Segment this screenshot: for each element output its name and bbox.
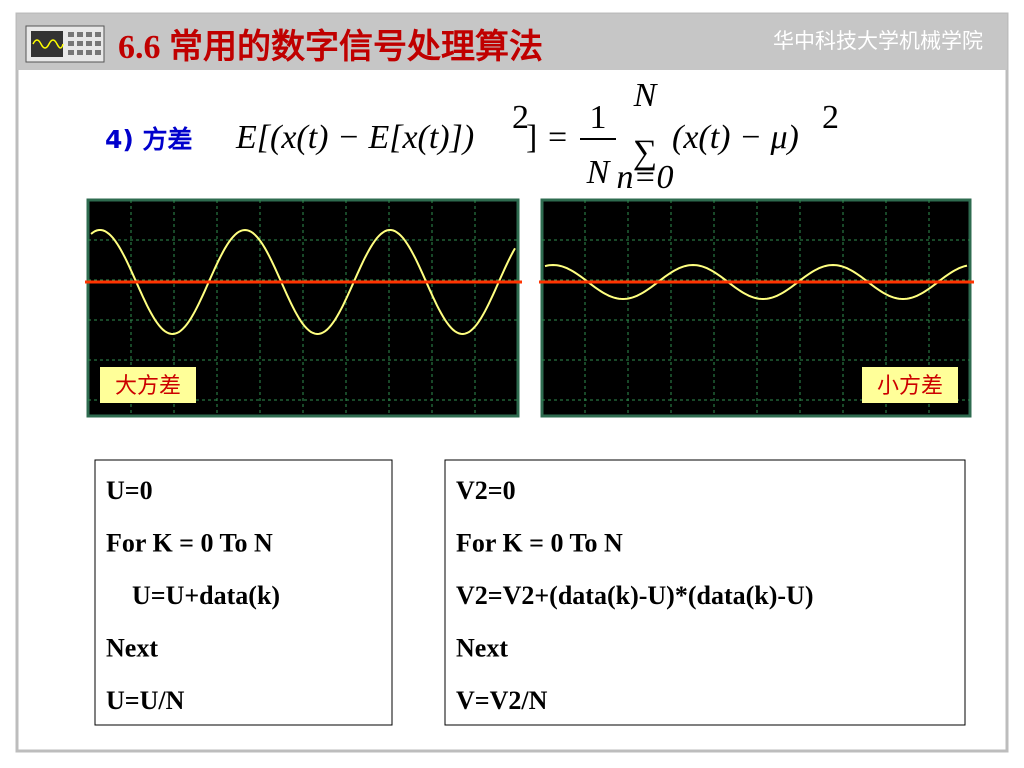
code-box — [444, 459, 966, 726]
panel-label-box — [100, 367, 196, 403]
formula-exponent: 2 — [512, 99, 529, 136]
scope-panel: 小方差 — [539, 198, 974, 418]
header-bar — [17, 14, 1007, 70]
code-line: U=U+data(k) — [132, 581, 280, 610]
formula-lhs: E[(x(t) − E[x(t)]) — [235, 119, 474, 156]
panel-label: 大方差 — [115, 374, 181, 399]
waveform — [544, 263, 968, 301]
formula-rhs-exponent: 2 — [822, 99, 839, 136]
formula-sum: ∑ — [633, 134, 657, 171]
formula-sum-lower: n=0 — [617, 159, 674, 196]
code-line: U=0 — [106, 476, 153, 505]
code-line: Next — [106, 634, 158, 663]
code-line: For K = 0 To N — [456, 529, 623, 558]
panel-label: 小方差 — [877, 374, 943, 399]
panel-label-box — [862, 367, 958, 403]
formula-equals: = — [548, 119, 567, 156]
formula-denominator: N — [586, 154, 612, 191]
code-lines: U=0 For K = 0 To N U=U+data(k) Next U=U/N V2=… — [106, 476, 813, 715]
formula: E[(x(t) − E[x(t)]) 2 ] = 1 N ∑ N n=0 (x(… — [235, 77, 839, 196]
header-institution: 华中科技大学机械学院 — [773, 29, 983, 53]
code-line: For K = 0 To N — [106, 529, 273, 558]
formula-sum-upper: N — [633, 77, 659, 114]
section-label: 4) 方差 — [105, 125, 193, 154]
formula-rhs: (x(t) − μ) — [672, 119, 799, 156]
header-icon — [25, 25, 105, 63]
code-box — [94, 459, 393, 726]
formula-numerator: 1 — [590, 99, 607, 136]
formula-bracket: ] — [526, 119, 537, 156]
code-line: V2=0 — [456, 476, 516, 505]
code-line: V=V2/N — [456, 686, 548, 715]
code-line: V2=V2+(data(k)-U)*(data(k)-U) — [456, 581, 813, 610]
code-line: U=U/N — [106, 686, 185, 715]
code-line: Next — [456, 634, 508, 663]
scope-panel: 大方差 — [85, 198, 522, 418]
header-title: 6.6 常用的数字信号处理算法 — [118, 28, 543, 66]
waveform — [90, 228, 516, 336]
